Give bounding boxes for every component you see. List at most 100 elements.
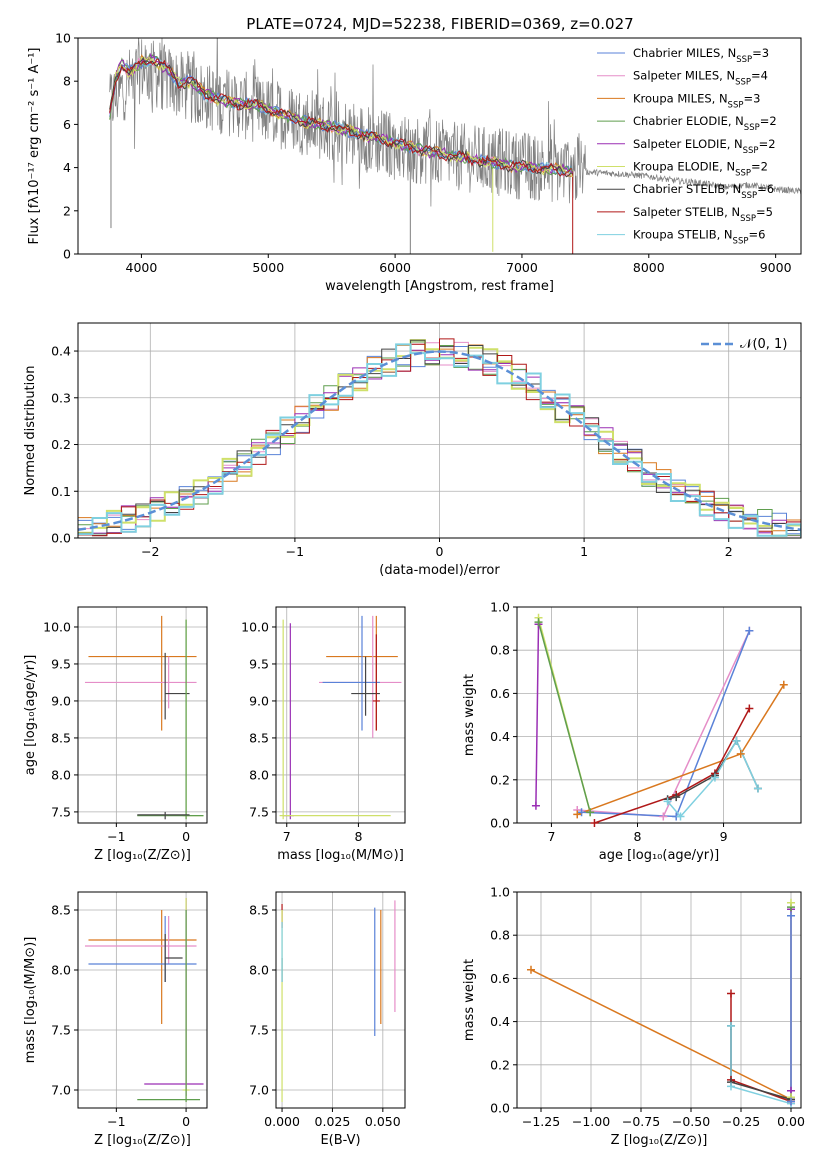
model-spectrum-salpeter-elodie <box>109 52 573 175</box>
x-tick-label: −1.00 <box>572 1114 610 1129</box>
legend-label: Kroupa MILES, NSSP=3 <box>633 91 760 110</box>
age-vs-mass-panel: 7 8 7.5 8.0 8.5 9.0 9.5 10.0 mass [log₁₀(M/M⊙)] <box>241 606 406 863</box>
x-axis-label: wavelength [Angstrom, rest frame] <box>325 279 554 294</box>
y-tick-label: 7.0 <box>51 1083 71 1098</box>
point-marker <box>710 773 719 782</box>
figure-title: PLATE=0724, MJD=52238, FIBERID=0369, z=0… <box>246 15 633 33</box>
x-tick-label: −0.25 <box>722 1114 760 1129</box>
x-tick-label: 4000 <box>126 260 158 275</box>
point-marker <box>573 810 582 819</box>
axes-frame: 0.000 0.025 0.050 7.0 7.5 8.0 8.5 E(B-V) <box>249 891 406 1148</box>
x-tick-label: 0.00 <box>777 1114 805 1129</box>
y-axis-label: mass weight <box>462 959 477 1041</box>
y-tick-label: 1.0 <box>490 600 510 615</box>
y-tick-label: 0.1 <box>51 484 71 499</box>
histogram-chabrier-elodie <box>78 341 801 537</box>
y-tick-label: 0.6 <box>490 971 510 986</box>
y-tick-label: 8.5 <box>51 730 71 745</box>
y-tick-label: 8.5 <box>249 730 269 745</box>
data-spectrum-line <box>109 38 801 207</box>
y-tick-label: 10.0 <box>241 619 269 634</box>
weight-vs-z-panel: −1.25 −1.00 −0.75 −0.50 −0.25 0.00 0.0 0.2 0.4 0.… <box>462 885 805 1149</box>
y-tick-label: 0.2 <box>51 437 71 452</box>
point-marker <box>745 626 754 635</box>
plot-area <box>78 338 801 537</box>
y-tick-label: 2 <box>63 203 71 218</box>
y-tick-label: 0.0 <box>490 1101 510 1116</box>
y-axis-label: age [log₁₀(age/yr)] <box>23 655 38 776</box>
axes-box <box>516 606 802 824</box>
axes-frame: −1 0 7.0 7.5 8.0 8.5 Z [log₁₀(Z/Z⊙)] mass [log₁… <box>23 891 208 1148</box>
point-marker <box>753 784 762 793</box>
plot-area <box>279 615 402 820</box>
y-tick-label: 0.0 <box>490 816 510 831</box>
point-marker <box>779 680 788 689</box>
point-marker <box>727 1082 735 1091</box>
legend-label: Kroupa STELIB, NSSP=6 <box>633 228 765 247</box>
point-marker <box>736 749 745 758</box>
age-vs-z-panel: −1 0 7.5 8.0 8.5 9.0 9.5 10.0 Z [log₁₀(Z/Z⊙)] age… <box>23 606 208 863</box>
y-axis-label: mass weight <box>462 674 477 756</box>
y-tick-label: 1.0 <box>490 885 510 900</box>
y-tick-label: 6 <box>63 117 71 132</box>
axes-frame: 4000 5000 6000 7000 8000 9000 0 2 4 6 8 10 wavelengt… <box>27 31 802 294</box>
plot-area <box>281 900 396 1102</box>
axes-box <box>77 891 208 1109</box>
y-tick-label: 0.8 <box>490 643 510 658</box>
spectrum-panel: 4000 5000 6000 7000 8000 9000 0 2 4 6 8 10 wavelengt… <box>27 31 802 294</box>
histogram-kroupa-miles <box>78 344 801 532</box>
point-marker <box>663 797 672 806</box>
x-axis-label: age [log₁₀(age/yr)] <box>599 848 720 863</box>
y-tick-label: 0 <box>63 247 71 262</box>
point-marker <box>590 819 599 827</box>
axes-frame: −1 0 7.5 8.0 8.5 9.0 9.5 10.0 Z [log₁₀(Z/Z⊙)] age… <box>23 606 208 863</box>
y-tick-label: 0.4 <box>51 344 71 359</box>
x-tick-label: 0.025 <box>315 1114 351 1129</box>
x-tick-label: 8 <box>634 829 642 844</box>
legend-label: Chabrier ELODIE, NSSP=2 <box>633 114 777 133</box>
y-tick-label: 9.0 <box>51 693 71 708</box>
legend-label: Chabrier MILES, NSSP=3 <box>633 46 769 65</box>
point-marker <box>676 812 685 821</box>
x-tick-label: 7000 <box>506 260 538 275</box>
x-tick-label: 9 <box>720 829 728 844</box>
x-tick-label: −1.25 <box>522 1114 560 1129</box>
mass-vs-z-panel: −1 0 7.0 7.5 8.0 8.5 Z [log₁₀(Z/Z⊙)] mass [log₁… <box>23 891 208 1148</box>
mass-vs-ebv-panel: 0.000 0.025 0.050 7.0 7.5 8.0 8.5 E(B-V) <box>249 891 406 1148</box>
axes-box <box>275 606 406 824</box>
y-tick-label: 0.6 <box>490 686 510 701</box>
point-marker <box>727 989 735 998</box>
y-tick-label: 0.0 <box>51 531 71 546</box>
y-tick-label: 8.0 <box>249 963 269 978</box>
y-tick-label: 0.3 <box>51 390 71 405</box>
x-tick-label: 5000 <box>252 260 284 275</box>
axes-frame: −1.25 −1.00 −0.75 −0.50 −0.25 0.00 0.0 0.2 0.4 0.… <box>462 885 805 1149</box>
axes-box <box>275 891 406 1109</box>
y-tick-label: 9.5 <box>51 656 71 671</box>
x-axis-label: mass [log₁₀(M/M⊙)] <box>277 848 404 863</box>
x-tick-label: −0.50 <box>672 1114 710 1129</box>
x-axis-label: E(B-V) <box>320 1133 360 1148</box>
x-axis-label: Z [log₁₀(Z/Z⊙)] <box>611 1133 708 1148</box>
x-tick-label: 7 <box>283 829 291 844</box>
y-tick-label: 7.5 <box>249 804 269 819</box>
legend-label: 𝒩(0, 1) <box>740 337 787 352</box>
x-tick-label: 1 <box>580 544 588 559</box>
axes-box <box>77 37 802 255</box>
y-tick-label: 7.5 <box>249 1023 269 1038</box>
y-tick-label: 7.5 <box>51 804 71 819</box>
point-marker <box>732 736 741 745</box>
model-spectrum-chabrier-miles <box>109 54 573 175</box>
axes-frame: 7 8 9 0.0 0.2 0.4 0.6 0.8 1.0 age [log₁₀(age/yr)]… <box>462 600 802 863</box>
y-tick-label: 10.0 <box>43 619 71 634</box>
x-tick-label: 0 <box>182 829 190 844</box>
axes-frame: −2 −1 0 1 2 0.0 0.1 0.2 0.3 0.4 (data-model)/error… <box>23 322 802 578</box>
x-axis-label: Z [log₁₀(Z/Z⊙)] <box>94 1133 191 1148</box>
x-tick-label: −0.75 <box>622 1114 660 1129</box>
point-marker <box>586 808 595 817</box>
y-tick-label: 8 <box>63 74 71 89</box>
y-axis-label: Normed distribution <box>23 366 38 496</box>
point-marker <box>577 808 586 817</box>
histogram-salpeter-stelib <box>78 338 801 537</box>
